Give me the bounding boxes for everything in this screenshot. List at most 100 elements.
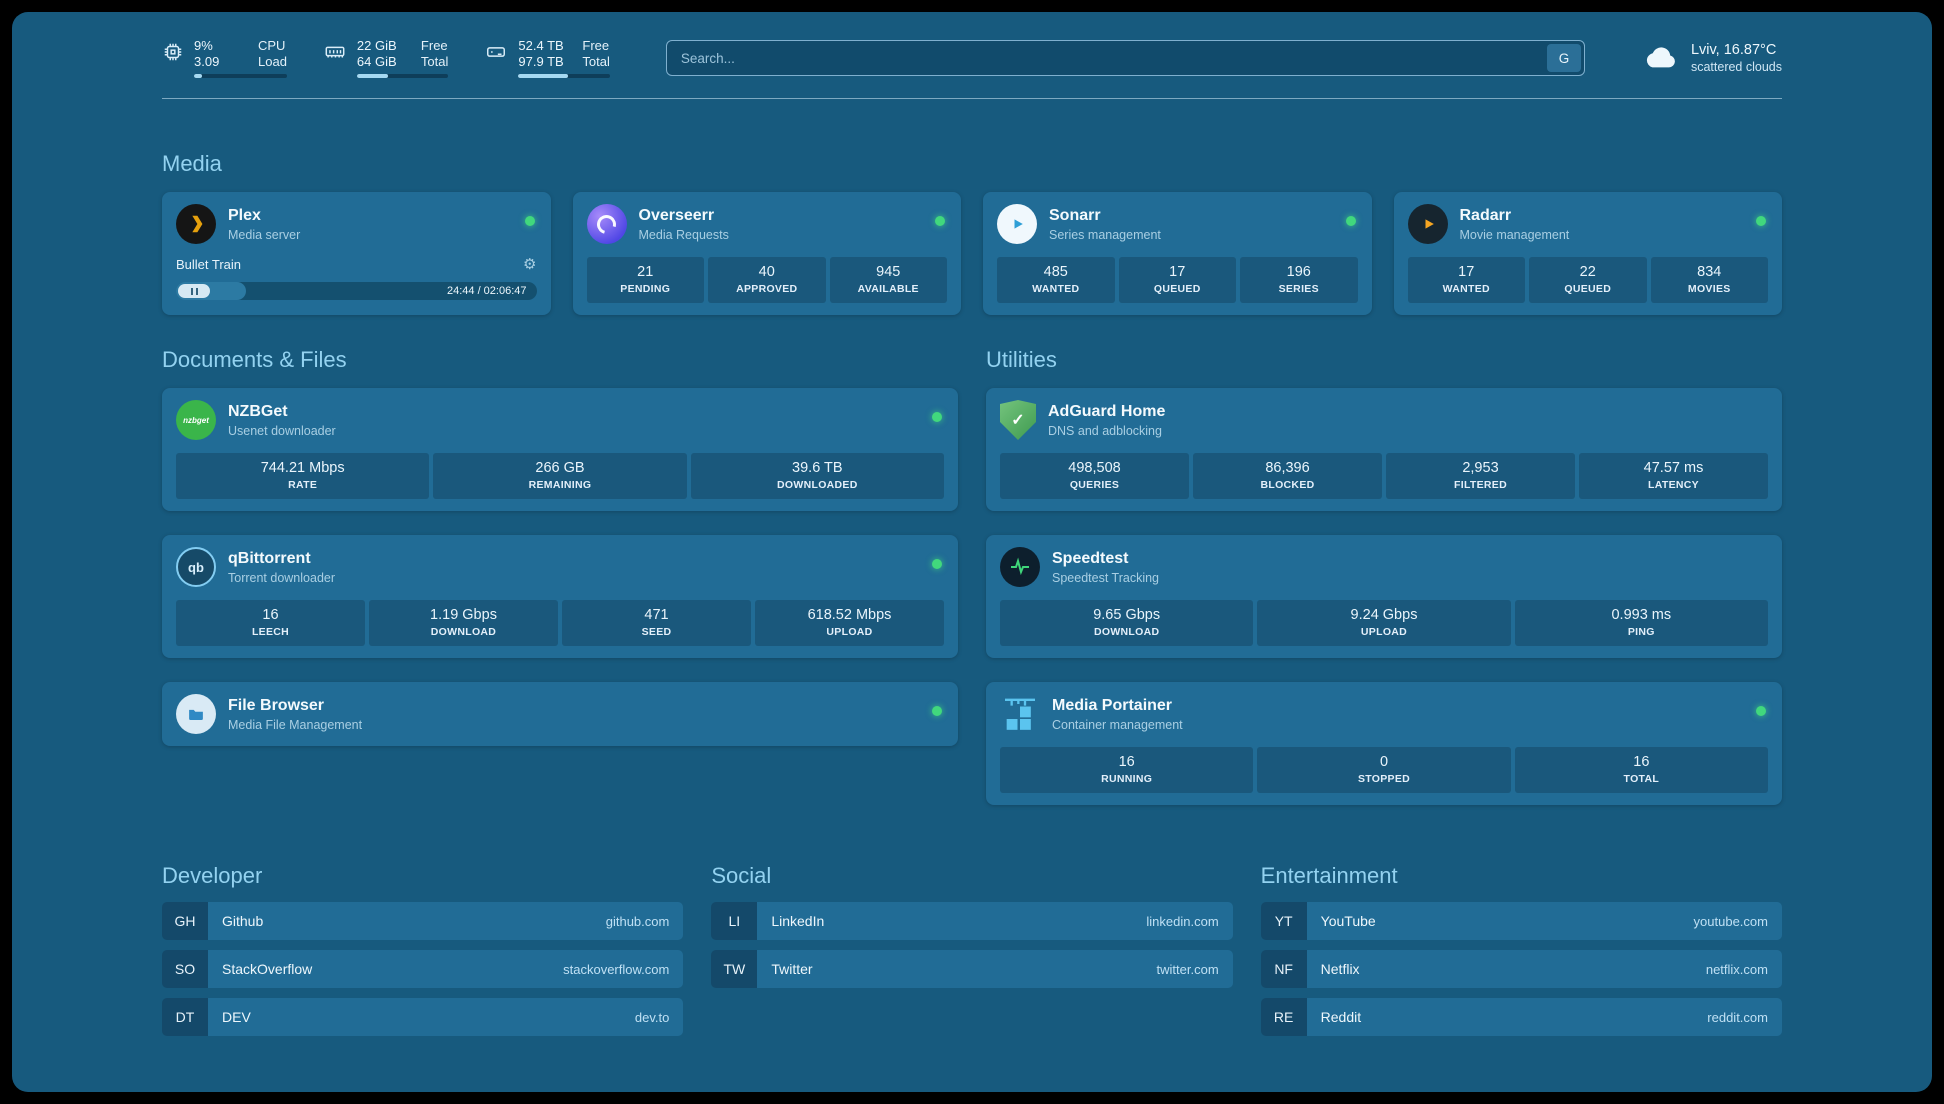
stat-value: 9.65 Gbps [1093,607,1161,623]
section-utilities: Utilities ✓ AdGuard Home DNS and adblock… [986,347,1782,805]
stat-label: RUNNING [1101,773,1153,785]
stat-running: 16 RUNNING [1000,747,1254,793]
service-subtitle: Movie management [1459,227,1570,242]
gear-icon[interactable]: ⚙ [523,256,537,273]
bookmark-url: dev.to [634,1009,670,1025]
stat-value: 47.57 ms [1643,460,1704,476]
bookmark-youtube[interactable]: YT YouTube youtube.com [1260,902,1782,940]
service-card-radarr[interactable]: Radarr Movie management 17 WANTED 22 QUE… [1393,192,1782,315]
bookmark-name: YouTube [1320,913,1376,929]
sonarr-icon [997,204,1037,244]
search-provider-button[interactable]: G [1546,44,1581,72]
stat-label: QUEUED [1153,283,1201,295]
stat-label: APPROVED [736,283,798,295]
bookmark-abbr: NF [1260,950,1307,988]
stat-label: QUERIES [1069,479,1120,491]
bookmark-github[interactable]: GH Github github.com [162,902,684,940]
stat-label: AVAILABLE [857,283,919,295]
service-subtitle: Media Requests [638,227,729,242]
pause-button[interactable] [178,284,210,298]
service-subtitle: Series management [1049,227,1161,242]
stat-available: 945 AVAILABLE [829,257,947,303]
search-input[interactable] [665,40,1585,76]
disk-progress-bar [518,74,610,78]
section-title-entertainment: Entertainment [1260,863,1398,888]
bookmark-abbr: LI [711,902,758,940]
stat-pending: 21 PENDING [586,257,704,303]
service-title: Plex [228,206,261,224]
disk-label-bottom: Total [582,54,610,69]
bookmark-dev[interactable]: DT DEV dev.to [162,998,684,1036]
stat-label: UPLOAD [826,626,873,638]
section-title-developer: Developer [162,863,263,888]
section-title-utilities: Utilities [986,347,1057,372]
radarr-icon [1407,204,1448,244]
ram-free-value: 22 GiB [356,38,397,53]
service-card-overseerr[interactable]: Overseerr Media Requests 21 PENDING 40 A… [572,192,961,315]
bookmark-url: netflix.com [1705,961,1768,977]
service-subtitle: Speedtest Tracking [1052,570,1160,585]
stat-wanted: 17 WANTED [1407,257,1525,303]
cpu-usage-value: 9% [194,38,213,53]
service-card-portainer[interactable]: Media Portainer Container management 16 … [986,682,1782,805]
status-dot [932,706,942,716]
stat-label: REMAINING [528,479,592,491]
stat-value: 16 [1633,754,1650,770]
stat-blocked: 86,396 BLOCKED [1193,453,1382,499]
qbittorrent-icon: qb [176,547,216,587]
stat-rate: 744.21 Mbps RATE [176,453,430,499]
cpu-label-top: CPU [258,38,286,53]
bookmark-stackoverflow[interactable]: SO StackOverflow stackoverflow.com [162,950,684,988]
bookmark-abbr: SO [162,950,208,988]
bookmark-abbr: YT [1260,902,1307,940]
stat-movies: 834 MOVIES [1650,257,1768,303]
stat-label: MOVIES [1687,283,1731,295]
stat-value: 0 [1379,754,1389,770]
bookmark-netflix[interactable]: NF Netflix netflix.com [1260,950,1782,988]
service-card-sonarr[interactable]: Sonarr Series management 485 WANTED 17 Q… [983,192,1372,315]
bookmark-abbr: RE [1260,998,1307,1036]
stat-value: 0.993 ms [1611,607,1672,623]
bookmark-abbr: TW [711,950,758,988]
service-card-qbittorrent[interactable]: qb qBittorrent Torrent downloader 16 LEE… [162,535,958,658]
stat-label: RATE [288,479,318,491]
playback-progress-bar[interactable]: 24:44 / 02:06:47 [176,282,537,300]
status-dot [935,216,945,226]
dashboard: 9% CPU 3.09 Load [12,12,1932,1092]
portainer-icon [1000,694,1040,734]
bookmark-name: DEV [222,1009,251,1025]
bookmark-linkedin[interactable]: LI LinkedIn linkedin.com [711,902,1233,940]
stat-seed: 471 SEED [562,600,751,646]
cloud-icon [1641,41,1679,76]
status-dot [1756,216,1766,226]
stat-download: 9.65 Gbps DOWNLOAD [1000,600,1254,646]
stat-upload: 9.24 Gbps UPLOAD [1257,600,1511,646]
service-card-speedtest[interactable]: Speedtest Speedtest Tracking 9.65 Gbps D… [986,535,1782,658]
service-card-filebrowser[interactable]: File Browser Media File Management [162,682,958,746]
stat-upload: 618.52 Mbps UPLOAD [755,600,944,646]
search-bar: G [665,40,1585,76]
section-title-media: Media [162,151,222,176]
stat-approved: 40 APPROVED [708,257,826,303]
service-card-nzbget[interactable]: nzbget NZBGet Usenet downloader 744.21 M… [162,388,958,511]
bookmark-url: twitter.com [1156,961,1219,977]
service-title: Speedtest [1052,549,1129,567]
weather-location: Lviv, 16.87°C [1690,42,1777,58]
stat-label: SEED [641,626,672,638]
ram-label-top: Free [420,38,448,53]
service-card-adguard[interactable]: ✓ AdGuard Home DNS and adblocking 498,50… [986,388,1782,511]
stat-value: 485 [1043,264,1068,280]
stat-label: DOWNLOAD [430,626,497,638]
bookmark-reddit[interactable]: RE Reddit reddit.com [1260,998,1782,1036]
service-card-plex[interactable]: Plex Media server Bullet Train ⚙ 24:44 /… [162,192,551,315]
now-playing-title: Bullet Train [176,256,242,272]
stat-value: 945 [876,264,901,280]
disk-icon [484,41,508,68]
stat-value: 21 [637,264,654,280]
stat-value: 266 GB [535,460,585,476]
service-subtitle: Media File Management [228,717,363,732]
bookmark-twitter[interactable]: TW Twitter twitter.com [711,950,1233,988]
bookmark-name: StackOverflow [222,961,313,977]
status-dot [932,559,942,569]
stat-label: TOTAL [1623,773,1660,785]
